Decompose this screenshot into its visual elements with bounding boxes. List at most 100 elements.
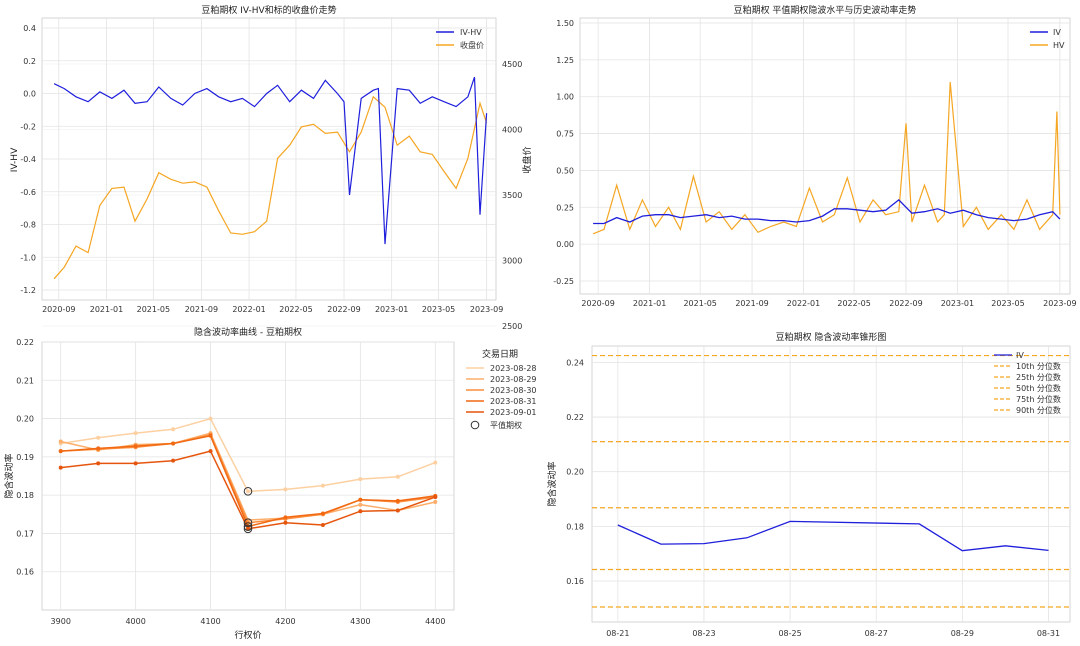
series-line-iv bbox=[593, 199, 1061, 225]
tick-label-x: 08-25 bbox=[778, 629, 801, 638]
data-point-2023-08-28 bbox=[320, 483, 325, 488]
data-point-2023-09-01 bbox=[58, 465, 63, 470]
tick-label-x: 08-31 bbox=[1037, 629, 1060, 638]
tick-label-x: 2023-09 bbox=[470, 305, 503, 314]
tick-label-y-left: -0.4 bbox=[20, 155, 36, 164]
tick-label-y: 0.25 bbox=[556, 203, 574, 212]
tick-label-x: 4000 bbox=[125, 617, 145, 626]
tick-label-y: 0.50 bbox=[556, 166, 574, 175]
tick-label-x: 4200 bbox=[275, 617, 295, 626]
legend-label-2023-08-29: 2023-08-29 bbox=[490, 375, 537, 384]
panel-smile-plot-area bbox=[41, 341, 455, 611]
data-point-2023-08-28 bbox=[133, 431, 138, 436]
tick-label-x: 08-27 bbox=[865, 629, 888, 638]
panel-iv-hv-series bbox=[53, 76, 488, 280]
legend-label-iv: IV bbox=[1053, 28, 1061, 37]
data-point-2023-08-28 bbox=[96, 435, 101, 440]
tick-label-x: 2021-05 bbox=[683, 299, 716, 308]
tick-label-y: -0.25 bbox=[553, 277, 574, 286]
tick-label-x: 2021-05 bbox=[137, 305, 170, 314]
tick-label-y-right: 4000 bbox=[502, 126, 522, 135]
tick-label-y: 1.50 bbox=[556, 19, 574, 28]
tick-label-y: 0.16 bbox=[16, 568, 34, 577]
tick-label-y: 0.19 bbox=[16, 453, 34, 462]
data-point-2023-08-29 bbox=[433, 500, 438, 505]
tick-label-x: 2022-09 bbox=[327, 305, 360, 314]
data-point-2023-08-28 bbox=[433, 460, 438, 465]
panel-iv-hv-ylabel-right: 收盘价 bbox=[521, 146, 533, 173]
legend-swatch-atm bbox=[470, 420, 480, 430]
panel-cone-series bbox=[592, 354, 1070, 608]
tick-label-x: 2023-05 bbox=[991, 299, 1024, 308]
tick-label-x: 2022-01 bbox=[232, 305, 265, 314]
panel-smile-xlabel: 行权价 bbox=[234, 629, 261, 641]
data-point-2023-09-01 bbox=[320, 523, 325, 528]
panel-iv-hv-level-title: 豆粕期权 平值期权隐波水平与历史波动率走势 bbox=[734, 4, 917, 16]
legend-label: 50th 分位数 bbox=[1016, 383, 1061, 393]
panel-iv-hv-grid bbox=[42, 18, 496, 327]
panel-smile-series bbox=[58, 416, 438, 534]
panel-iv-hv-legend: IV-HV 收盘价 bbox=[436, 28, 484, 50]
tick-label-x: 08-23 bbox=[692, 629, 715, 638]
data-point-2023-08-31 bbox=[58, 449, 63, 454]
data-point-2023-09-01 bbox=[283, 520, 288, 525]
data-point-2023-08-31 bbox=[320, 511, 325, 516]
data-point-2023-09-01 bbox=[96, 461, 101, 466]
data-point-2023-08-31 bbox=[283, 515, 288, 520]
data-point-2023-09-01 bbox=[208, 449, 213, 454]
legend-label-hv: HV bbox=[1053, 41, 1065, 50]
data-point-2023-09-01 bbox=[171, 458, 176, 463]
data-point-2023-08-31 bbox=[133, 444, 138, 449]
tick-label-y-left: -0.2 bbox=[20, 122, 36, 131]
panel-iv-hv-level-series bbox=[592, 81, 1061, 235]
data-point-2023-08-28 bbox=[171, 427, 176, 432]
tick-label-y: 0.20 bbox=[566, 468, 584, 477]
data-point-2023-08-28 bbox=[208, 416, 213, 421]
tick-label-y-left: -0.8 bbox=[20, 221, 36, 230]
panel-cone-ylabel: 隐含波动率 bbox=[546, 461, 558, 506]
tick-label-x: 2021-09 bbox=[735, 299, 768, 308]
data-point-2023-08-31 bbox=[171, 441, 176, 446]
legend-label-2023-09-01: 2023-09-01 bbox=[490, 408, 537, 417]
tick-label-y: 0.18 bbox=[566, 522, 584, 531]
tick-label-y-right: 2500 bbox=[502, 322, 522, 331]
tick-label-y: 0.20 bbox=[16, 415, 34, 424]
panel-iv-hv: 豆粕期权 IV-HV和标的收盘价走势 0.4 0.2 0.0 -0.2 -0.4 -0.6… bbox=[10, 4, 533, 331]
series-line-close-price bbox=[53, 95, 488, 280]
legend-label-close: 收盘价 bbox=[460, 40, 484, 50]
tick-label-x: 4300 bbox=[350, 617, 370, 626]
tick-label-x: 2021-01 bbox=[633, 299, 666, 308]
tick-label-y: 1.25 bbox=[556, 56, 574, 65]
tick-label-x: 2022-05 bbox=[837, 299, 870, 308]
tick-label-x: 2022-09 bbox=[889, 299, 922, 308]
tick-label-x: 4400 bbox=[425, 617, 445, 626]
tick-label-y-left: 0.2 bbox=[23, 57, 36, 66]
tick-label-x: 2022-01 bbox=[787, 299, 820, 308]
tick-label-y: 0.22 bbox=[566, 413, 584, 422]
tick-label-y: 0.24 bbox=[566, 358, 584, 367]
panel-iv-hv-title: 豆粕期权 IV-HV和标的收盘价走势 bbox=[201, 4, 336, 16]
panel-iv-hv-level-plot-area bbox=[579, 17, 1071, 295]
legend-label: IV bbox=[1016, 351, 1024, 360]
data-point-2023-08-29 bbox=[58, 439, 63, 444]
data-point-2023-08-28 bbox=[358, 477, 363, 482]
tick-label-x: 2023-05 bbox=[422, 305, 455, 314]
tick-label-y-right: 4500 bbox=[502, 60, 522, 69]
panel-iv-hv-ylabel-left: IV-HV bbox=[10, 147, 20, 172]
data-point-2023-08-31 bbox=[208, 433, 213, 438]
panel-cone-ticks: 0.24 0.22 0.20 0.18 0.16 08-21 08-23 08-25 08-27… bbox=[566, 358, 1060, 638]
tick-label-y-left: -1.0 bbox=[20, 253, 36, 262]
panel-smile-ticks: 0.22 0.21 0.20 0.19 0.18 0.17 0.16 3900 4000 4100… bbox=[16, 338, 445, 626]
panel-smile-title: 隐含波动率曲线 - 豆粕期权 bbox=[194, 326, 302, 338]
data-point-2023-08-31 bbox=[395, 498, 400, 503]
data-point-2023-08-28 bbox=[283, 487, 288, 492]
tick-label-y-left: -0.6 bbox=[20, 188, 36, 197]
data-point-2023-08-29 bbox=[358, 502, 363, 507]
legend-label-2023-08-28: 2023-08-28 bbox=[490, 364, 537, 373]
legend-label-iv-hv: IV-HV bbox=[460, 28, 482, 37]
legend-label: 90th 分位数 bbox=[1016, 405, 1061, 415]
series-line-iv bbox=[617, 520, 1049, 552]
panel-smile: 隐含波动率曲线 - 豆粕期权 0.220.210.200.190.180.170… bbox=[3, 326, 537, 641]
tick-label-y-right: 3500 bbox=[502, 191, 522, 200]
